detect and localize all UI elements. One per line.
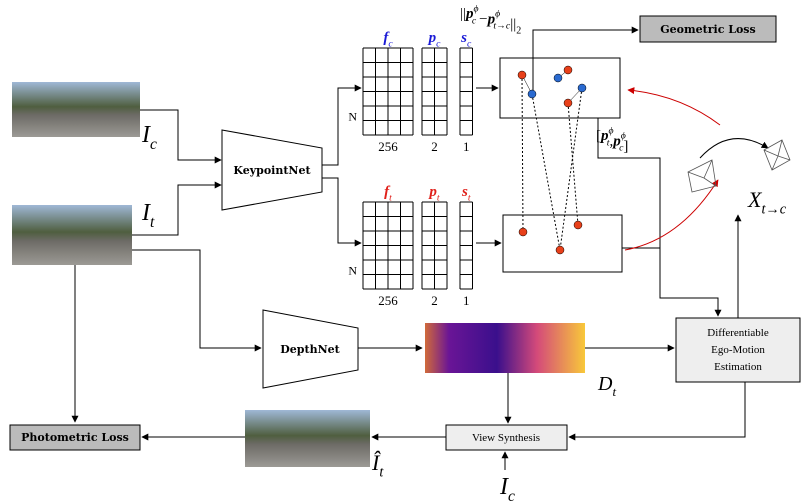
photometric-loss-box: [9, 424, 141, 451]
norm-minus: −: [479, 11, 487, 27]
math-base: I: [141, 200, 151, 226]
math-label: Dt: [597, 373, 616, 399]
keypoints: [517, 65, 587, 255]
math-sub: c: [508, 488, 515, 501]
pair-open: [: [596, 128, 601, 144]
math-base: I: [499, 474, 509, 500]
math-base: s: [461, 184, 468, 200]
math-base: D: [597, 373, 613, 395]
math-sub: t: [468, 193, 471, 204]
dim-label: 1: [463, 293, 470, 308]
math-label: It: [141, 200, 155, 231]
math-label: ft: [384, 184, 392, 204]
math-label: sc: [460, 30, 472, 50]
norm-open: ||: [460, 6, 466, 22]
math-base: p: [464, 6, 474, 22]
norm-formula: ||pϕ c −pϕ t→c||2: [460, 3, 521, 36]
dim-label: 256: [378, 139, 398, 154]
keypointnet-label: KeypointNet: [233, 164, 311, 177]
images: [12, 82, 585, 467]
math-base: f: [384, 184, 391, 200]
math-sub: c: [472, 15, 477, 26]
math-base: X: [747, 187, 763, 212]
math-base: I: [141, 122, 151, 148]
norm-sub: 2: [516, 26, 521, 37]
math-sub: t→c: [761, 202, 786, 218]
ego-line: Estimation: [714, 361, 762, 373]
math-label: Ît: [371, 450, 384, 481]
pair-formula: [pϕ t,pϕ c]: [596, 125, 628, 154]
synth-image: [245, 410, 370, 467]
view-synthesis-box: [445, 424, 568, 451]
math-sub: c: [467, 39, 472, 50]
current-image: [12, 82, 140, 137]
cameras: [687, 139, 791, 193]
math-label: Ic: [141, 122, 157, 153]
keypoint-box: [499, 57, 621, 119]
ego-line: Ego-Motion: [711, 344, 765, 356]
math-label: pt: [427, 184, 440, 204]
view-synthesis: View Synthesis: [472, 432, 540, 444]
norm-close: ||: [510, 17, 516, 33]
math-sup: ϕ: [621, 131, 626, 142]
math-sup: ϕ: [609, 125, 614, 136]
photometric-loss: Photometric Loss: [21, 431, 129, 444]
math-base: Î: [371, 450, 381, 475]
math-sub: c: [619, 143, 624, 154]
math-base: s: [460, 30, 467, 46]
math-base: p: [611, 133, 621, 149]
math-label: fc: [383, 30, 393, 50]
depthnet-block: [262, 309, 359, 389]
dim-label: 2: [431, 293, 438, 308]
target-image: [12, 205, 132, 265]
math-base: p: [599, 128, 609, 144]
math-label: pc: [427, 30, 442, 50]
math-sub: t: [379, 465, 384, 481]
math-base: p: [427, 184, 437, 200]
math-base: p: [427, 30, 437, 46]
depthnet-label: DepthNet: [280, 343, 340, 356]
dim-label: 256: [378, 293, 398, 308]
arrows: [71, 26, 769, 470]
pair-sep: ,: [610, 133, 614, 149]
math-sub: t: [389, 193, 392, 204]
ego-motion-box: [675, 317, 801, 383]
math-label: st: [461, 184, 471, 204]
math-sub: c: [388, 39, 393, 50]
math-sub: t→c: [493, 21, 510, 32]
math-sub: t: [150, 214, 155, 231]
dim-label: 1: [463, 139, 470, 154]
math-sub: t: [612, 384, 616, 399]
keypoint-box: [502, 214, 623, 273]
ego-line: Differentiable: [707, 327, 769, 339]
math-sub: c: [436, 39, 441, 50]
math-base: p: [486, 11, 496, 27]
keypointnet-block: [221, 129, 323, 211]
math-sup: ϕ: [474, 3, 479, 14]
pair-close: ]: [623, 139, 628, 155]
math-sub: t: [437, 193, 440, 204]
keypoint-links: [521, 74, 583, 251]
math-base: f: [383, 30, 390, 46]
rows-label: N: [348, 264, 357, 278]
math-label: Ic: [499, 474, 515, 501]
geometric-loss: Geometric Loss: [660, 23, 755, 36]
math-label: Xt→c: [747, 187, 787, 218]
dim-label: 2: [431, 139, 438, 154]
math-sub: t: [607, 137, 610, 148]
rows-label: N: [348, 110, 357, 124]
math-sup: ϕ: [495, 9, 500, 20]
math-sub: c: [150, 136, 157, 153]
depth-map: [425, 323, 585, 373]
geometric-loss-box: [639, 15, 777, 43]
